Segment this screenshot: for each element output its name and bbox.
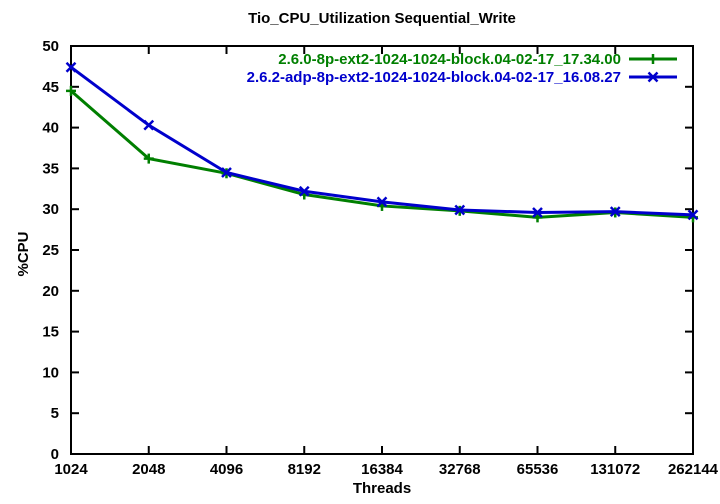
y-tick-label: 50 [42,38,59,55]
x-tick-label: 32768 [439,461,481,478]
x-tick-label: 131072 [590,461,640,478]
y-tick-label: 40 [42,120,59,137]
data-point-marker-1 [609,206,621,218]
data-point-marker-1 [298,185,310,197]
x-tick-label: 262144 [668,461,719,478]
y-tick-label: 10 [42,364,59,381]
x-tick-label: 1024 [54,461,88,478]
data-point-marker-1 [454,204,466,216]
series-line-1 [70,66,694,217]
chart-title: Tio_CPU_Utilization Sequential_Write [248,10,516,27]
series-1 [65,61,699,221]
series-line-0 [70,89,694,219]
y-tick-label: 45 [42,79,59,96]
legend: 2.6.0-8p-ext2-1024-1024-block.04-02-17_1… [247,51,677,86]
y-tick-label: 0 [51,446,59,463]
data-point-marker-1 [143,119,155,131]
data-point-marker-1 [65,61,77,73]
y-tick-label: 25 [42,242,59,259]
legend-marker-1 [647,71,659,83]
plot-border [70,45,694,455]
x-axis-label: Threads [353,480,411,497]
data-point-marker-1 [687,209,699,221]
legend-label-0: 2.6.0-8p-ext2-1024-1024-block.04-02-17_1… [278,51,621,68]
series-layer [65,61,699,223]
x-tick-label: 16384 [361,461,403,478]
x-tick-label: 65536 [517,461,559,478]
data-point-marker-1 [376,196,388,208]
y-tick-label: 20 [42,283,59,300]
legend-label-1: 2.6.2-adp-8p-ext2-1024-1024-block.04-02-… [247,69,621,86]
x-tick-label: 4096 [210,461,243,478]
x-tick-label: 2048 [132,461,165,478]
data-point-marker-1 [221,167,232,178]
plot-area: 0 5 10 15 20 25 30 35 40 45 50 1024 2048 4096 8192 1638… [42,38,718,478]
y-tick-label: 5 [51,405,59,422]
y-tick-label: 30 [42,201,59,218]
y-axis-label: %CPU [15,231,32,276]
y-tick-label: 35 [42,160,59,177]
data-point-marker-1 [532,207,543,218]
y-tick-label: 15 [42,324,59,341]
x-tick-label: 8192 [288,461,321,478]
